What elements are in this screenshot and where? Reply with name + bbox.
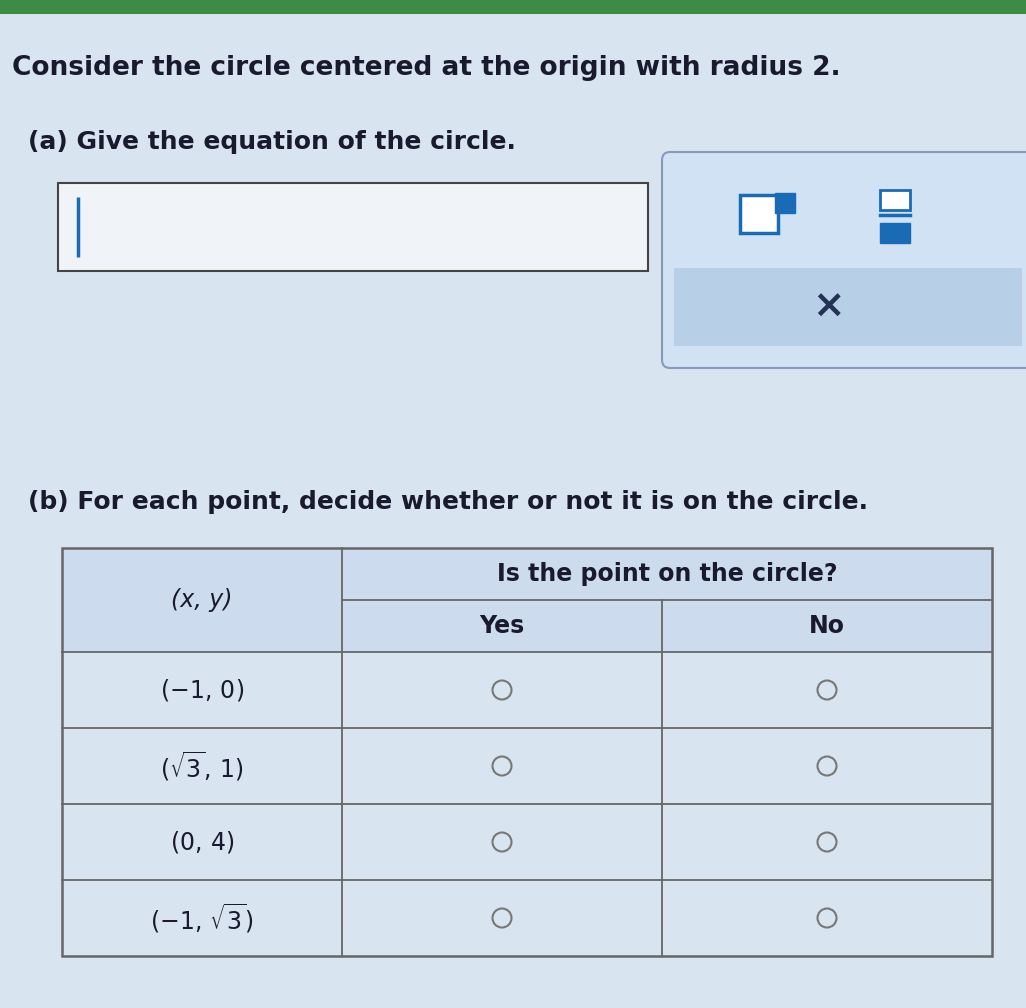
Bar: [740, 195, 778, 233]
Text: (a) Give the equation of the circle.: (a) Give the equation of the circle.: [28, 130, 516, 154]
Bar: [0, 0, 1026, 14]
Text: No: No: [808, 614, 845, 638]
Bar: [62, 548, 992, 600]
Bar: [674, 268, 1022, 346]
Text: $(-1,\,\sqrt{3})$: $(-1,\,\sqrt{3})$: [150, 901, 253, 934]
Bar: [62, 548, 992, 956]
Bar: [62, 548, 992, 956]
Text: Consider the circle centered at the origin with radius 2.: Consider the circle centered at the orig…: [12, 55, 840, 81]
Text: Is the point on the circle?: Is the point on the circle?: [497, 562, 837, 586]
Text: $(0,\,4)$: $(0,\,4)$: [170, 829, 234, 855]
Bar: [62, 600, 992, 652]
Text: $(\sqrt{3},\,1)$: $(\sqrt{3},\,1)$: [160, 749, 244, 782]
Text: (x, y): (x, y): [171, 588, 233, 612]
Bar: [775, 193, 795, 213]
Bar: [880, 223, 910, 243]
Text: Yes: Yes: [479, 614, 524, 638]
FancyBboxPatch shape: [662, 152, 1026, 368]
Text: ×: ×: [812, 288, 844, 326]
Bar: [880, 190, 910, 210]
Bar: [58, 183, 648, 271]
Text: (b) For each point, decide whether or not it is on the circle.: (b) For each point, decide whether or no…: [28, 490, 868, 514]
Text: $(-1,\,0)$: $(-1,\,0)$: [160, 677, 244, 703]
